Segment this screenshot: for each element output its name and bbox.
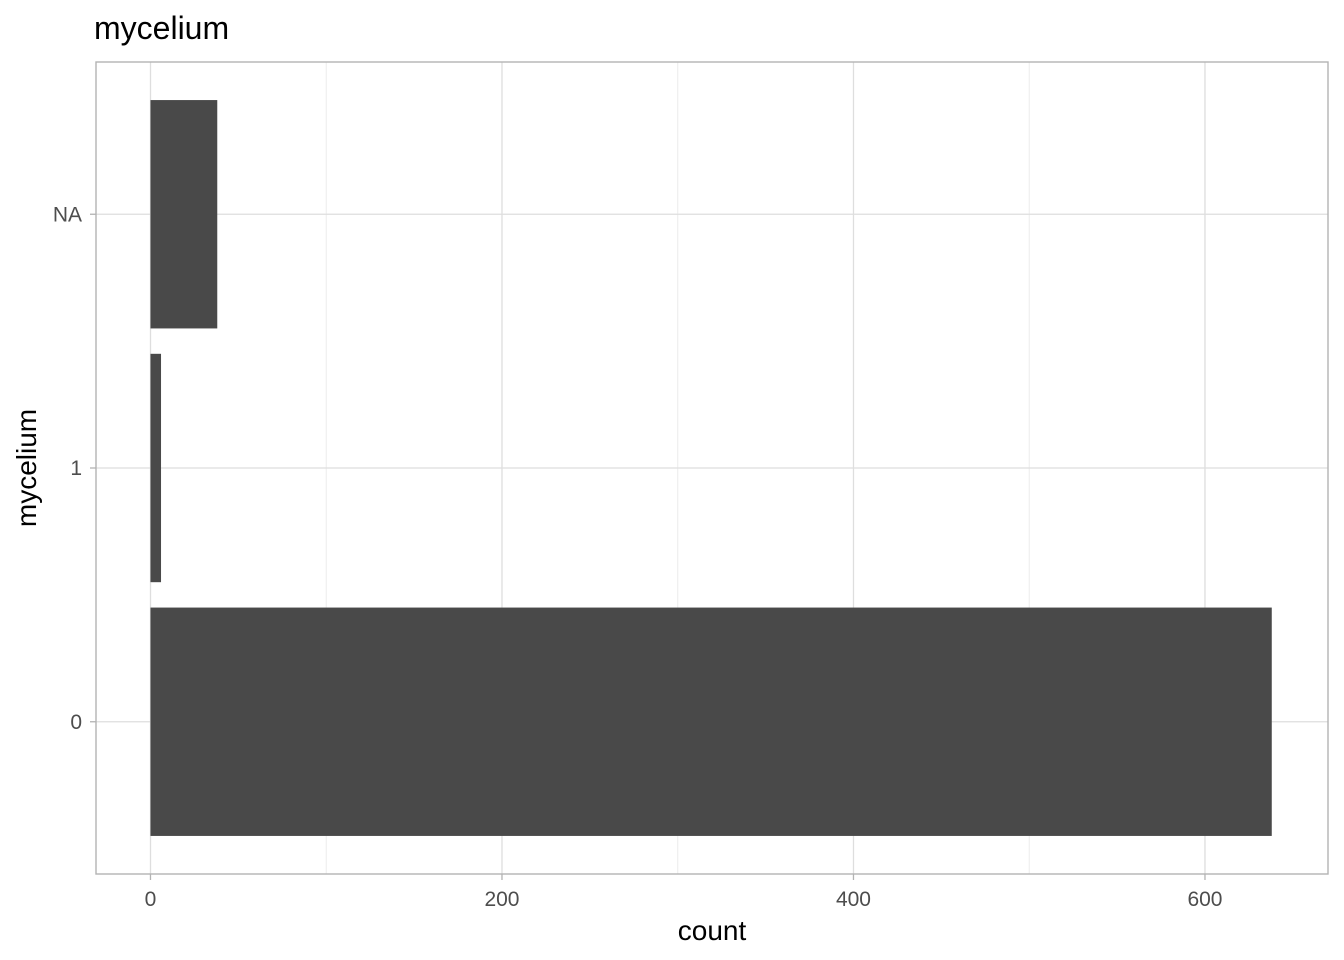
bar-0 — [150, 607, 1272, 836]
x-axis-title: count — [678, 915, 747, 946]
x-tick-label: 0 — [145, 888, 157, 911]
x-axis: 0 200 400 600 — [145, 874, 1222, 911]
y-axis-title: mycelium — [11, 409, 42, 527]
y-tick-label: 1 — [70, 457, 82, 480]
x-tick-label: 600 — [1187, 888, 1222, 911]
bar-1 — [150, 353, 162, 583]
bar-na — [150, 100, 218, 329]
y-tick-label: 0 — [70, 711, 82, 734]
chart-title: mycelium — [94, 10, 229, 46]
x-tick-label: 400 — [836, 888, 871, 911]
y-tick-label: NA — [53, 203, 82, 226]
x-tick-label: 200 — [484, 888, 519, 911]
bars — [150, 100, 1272, 836]
y-axis: 0 1 NA — [53, 203, 96, 734]
